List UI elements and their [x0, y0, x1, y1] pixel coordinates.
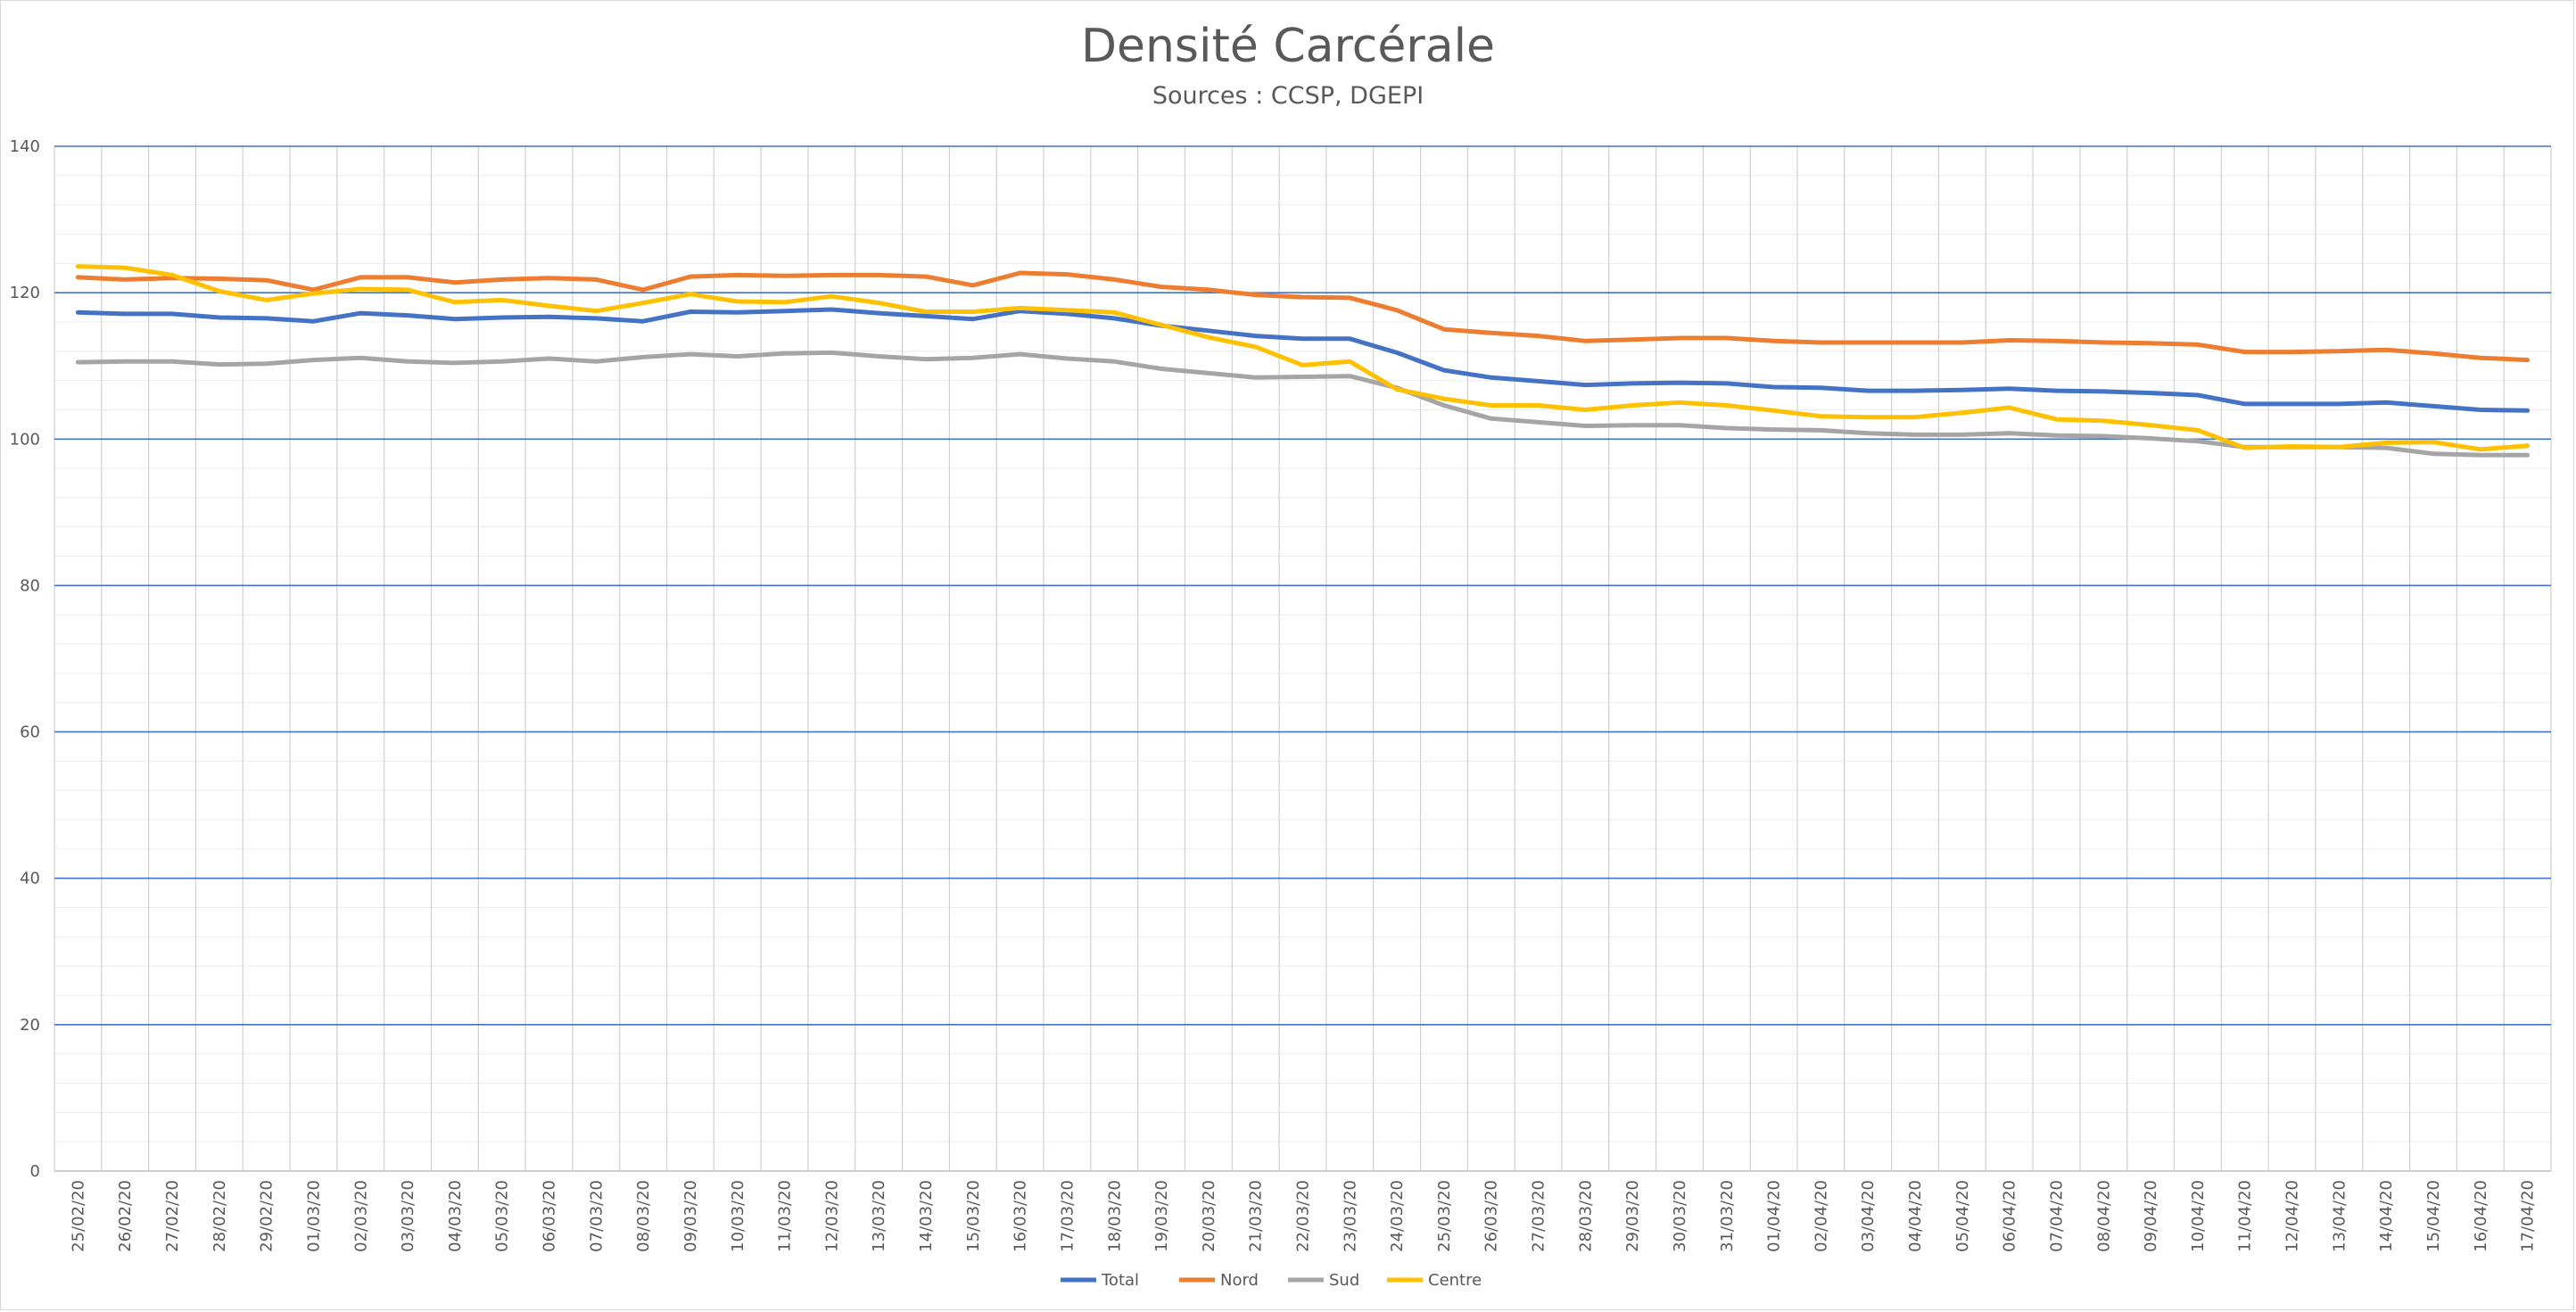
y-tick-label: 40 — [20, 870, 40, 888]
legend-label-sud: Sud — [1329, 1271, 1359, 1290]
x-tick-label: 16/04/20 — [2472, 1180, 2490, 1252]
x-tick-label: 31/03/20 — [1718, 1180, 1737, 1252]
y-tick-label: 120 — [10, 284, 40, 302]
x-tick-label: 25/03/20 — [1435, 1180, 1454, 1252]
x-tick-label: 03/03/20 — [399, 1180, 417, 1252]
series-line-total — [75, 307, 2531, 413]
x-tick-label: 04/03/20 — [446, 1180, 465, 1252]
legend-label-centre: Centre — [1428, 1271, 1482, 1290]
x-tick-label: 17/04/20 — [2519, 1180, 2538, 1252]
x-tick-label: 03/04/20 — [1859, 1180, 1878, 1252]
x-tick-label: 04/04/20 — [1906, 1180, 1925, 1252]
x-tick-label: 19/03/20 — [1152, 1180, 1171, 1252]
x-tick-label: 29/02/20 — [258, 1180, 277, 1252]
x-tick-label: 10/04/20 — [2189, 1180, 2208, 1252]
y-tick-label: 140 — [10, 137, 40, 156]
x-tick-label: 16/03/20 — [1011, 1180, 1030, 1252]
x-tick-label: 14/03/20 — [917, 1180, 936, 1252]
y-tick-label: 20 — [20, 1016, 40, 1035]
x-tick-label: 12/04/20 — [2283, 1180, 2302, 1252]
x-tick-label: 22/03/20 — [1294, 1180, 1313, 1252]
series-line-nord — [75, 270, 2531, 363]
x-tick-label: 21/03/20 — [1247, 1180, 1266, 1252]
x-tick-label: 27/02/20 — [163, 1180, 182, 1252]
x-tick-label: 27/03/20 — [1530, 1180, 1548, 1252]
x-tick-label: 12/03/20 — [822, 1180, 841, 1252]
legend-label-nord: Nord — [1220, 1271, 1259, 1290]
x-tick-label: 29/03/20 — [1623, 1180, 1642, 1252]
chart-title: Densité Carcérale — [1080, 20, 1496, 73]
x-tick-label: 13/04/20 — [2330, 1180, 2349, 1252]
x-tick-label: 01/04/20 — [1765, 1180, 1784, 1252]
x-tick-label: 23/03/20 — [1341, 1180, 1359, 1252]
vertical-gridlines — [54, 146, 2552, 1171]
x-tick-label: 08/04/20 — [2094, 1180, 2113, 1252]
series-line-centre — [75, 264, 2531, 452]
x-tick-label: 06/04/20 — [2001, 1180, 2019, 1252]
chart-subtitle: Sources : CCSP, DGEPI — [1152, 82, 1424, 110]
minor-gridlines — [54, 175, 2551, 1143]
x-tick-label: 09/03/20 — [681, 1180, 700, 1252]
x-tick-label: 05/04/20 — [1953, 1180, 1972, 1252]
x-tick-label: 15/04/20 — [2424, 1180, 2443, 1252]
y-axis-tick-labels: 0 20 40 60 80 100 120 140 — [10, 137, 40, 1181]
x-tick-label: 15/03/20 — [964, 1180, 983, 1252]
x-tick-label: 28/03/20 — [1576, 1180, 1595, 1252]
x-tick-label: 11/03/20 — [776, 1180, 795, 1252]
x-tick-label: 13/03/20 — [870, 1180, 888, 1252]
y-tick-label: 0 — [30, 1162, 40, 1181]
x-tick-label: 24/03/20 — [1388, 1180, 1407, 1252]
x-tick-label: 05/03/20 — [493, 1180, 512, 1252]
x-tick-label: 14/04/20 — [2377, 1180, 2396, 1252]
x-tick-label: 25/02/20 — [69, 1180, 87, 1252]
y-tick-label: 100 — [10, 430, 40, 449]
x-tick-label: 09/04/20 — [2142, 1180, 2160, 1252]
x-tick-label: 17/03/20 — [1058, 1180, 1077, 1252]
x-tick-label: 26/03/20 — [1482, 1180, 1501, 1252]
legend-label-total: Total — [1101, 1271, 1139, 1290]
x-tick-label: 06/03/20 — [541, 1180, 559, 1252]
series-line-sud — [75, 350, 2531, 458]
x-tick-label: 10/03/20 — [729, 1180, 747, 1252]
x-axis-tick-labels: 25/02/20 26/02/20 27/02/20 28/02/20 29/02/20… — [69, 1180, 2537, 1252]
x-tick-label: 28/02/20 — [211, 1180, 229, 1252]
x-tick-label: 07/03/20 — [587, 1180, 606, 1252]
x-tick-label: 01/03/20 — [304, 1180, 323, 1252]
x-tick-label: 08/03/20 — [634, 1180, 653, 1252]
y-tick-label: 60 — [20, 723, 40, 742]
series-lines — [75, 264, 2531, 458]
x-tick-label: 11/04/20 — [2236, 1180, 2255, 1252]
x-tick-label: 18/03/20 — [1105, 1180, 1124, 1252]
x-tick-label: 20/03/20 — [1200, 1180, 1218, 1252]
x-tick-label: 02/04/20 — [1812, 1180, 1830, 1252]
y-tick-label: 80 — [20, 576, 40, 595]
x-tick-label: 26/02/20 — [116, 1180, 135, 1252]
major-gridlines — [54, 145, 2551, 1172]
x-tick-label: 07/04/20 — [2047, 1180, 2066, 1252]
x-tick-label: 02/03/20 — [351, 1180, 370, 1252]
x-tick-label: 30/03/20 — [1671, 1180, 1689, 1252]
legend: Total Nord Sud Centre — [1061, 1271, 1482, 1290]
